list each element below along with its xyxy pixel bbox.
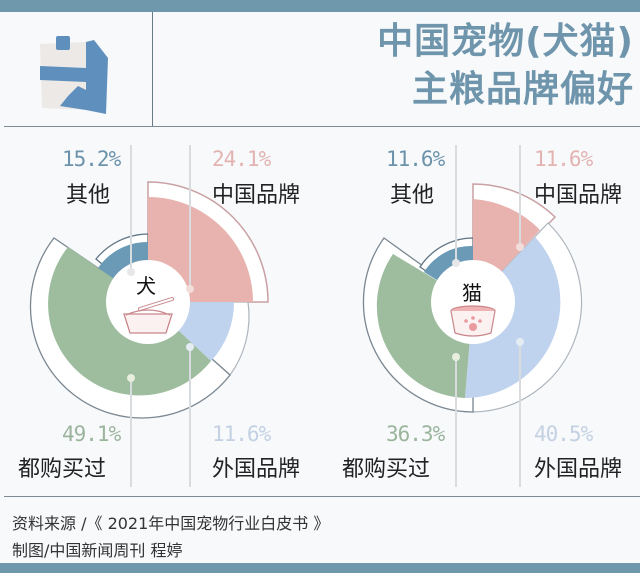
cat-polar-chart: [362, 145, 583, 487]
dog-bowl-icon: [123, 297, 174, 334]
cat-foreign-label: 外国品牌: [534, 457, 623, 482]
divider-top: [4, 126, 640, 127]
header-divider: [152, 12, 153, 126]
dog-both-pct: 49.1%: [62, 422, 121, 446]
cat-chinese-label: 中国品牌: [534, 183, 623, 208]
dog-chinese-label: 中国品牌: [212, 183, 301, 208]
dog-center-label: 犬: [136, 274, 156, 298]
dog-foreign-pct: 11.6%: [212, 422, 271, 446]
dog-chart: 犬 15.2% 其他 24.1% 中国品牌 49.1% 都购买过 11.6% 外…: [0, 127, 320, 495]
pet-food-bag-icon: [40, 36, 108, 114]
source-text: 资料来源 /《 2021年中国宠物行业白皮书 》: [12, 514, 330, 533]
dog-chinese-pct: 24.1%: [212, 147, 271, 171]
dog-polar-chart: [29, 145, 269, 487]
top-bar: [0, 0, 640, 12]
cat-bowl-icon: [450, 305, 496, 337]
cat-foreign-pct: 40.5%: [534, 422, 593, 446]
page-title: 中国宠物(犬猫) 主粮品牌偏好: [377, 18, 634, 114]
title-line-1: 中国宠物(犬猫): [377, 21, 634, 62]
cat-other-label: 其他: [390, 183, 435, 208]
title-line-2: 主粮品牌偏好: [411, 69, 634, 110]
cat-both-label: 都购买过: [342, 457, 431, 482]
cat-foreign-wedge: [465, 237, 561, 398]
dog-other-pct: 15.2%: [62, 147, 121, 171]
cat-center-label: 猫: [462, 281, 482, 305]
cat-both-pct: 36.3%: [386, 422, 445, 446]
cat-other-pct: 11.6%: [386, 147, 445, 171]
cat-chart: 猫 11.6% 其他 11.6% 中国品牌 36.3% 都购买过 40.5% 外…: [320, 127, 640, 495]
cat-chinese-pct: 11.6%: [534, 147, 593, 171]
bottom-bar: [0, 563, 640, 573]
dog-other-label: 其他: [66, 183, 111, 208]
divider-bottom: [4, 496, 640, 497]
dog-foreign-label: 外国品牌: [212, 457, 301, 482]
dog-both-label: 都购买过: [18, 457, 107, 482]
credit-text: 制图/中国新闻周刊 程婷: [12, 541, 183, 560]
